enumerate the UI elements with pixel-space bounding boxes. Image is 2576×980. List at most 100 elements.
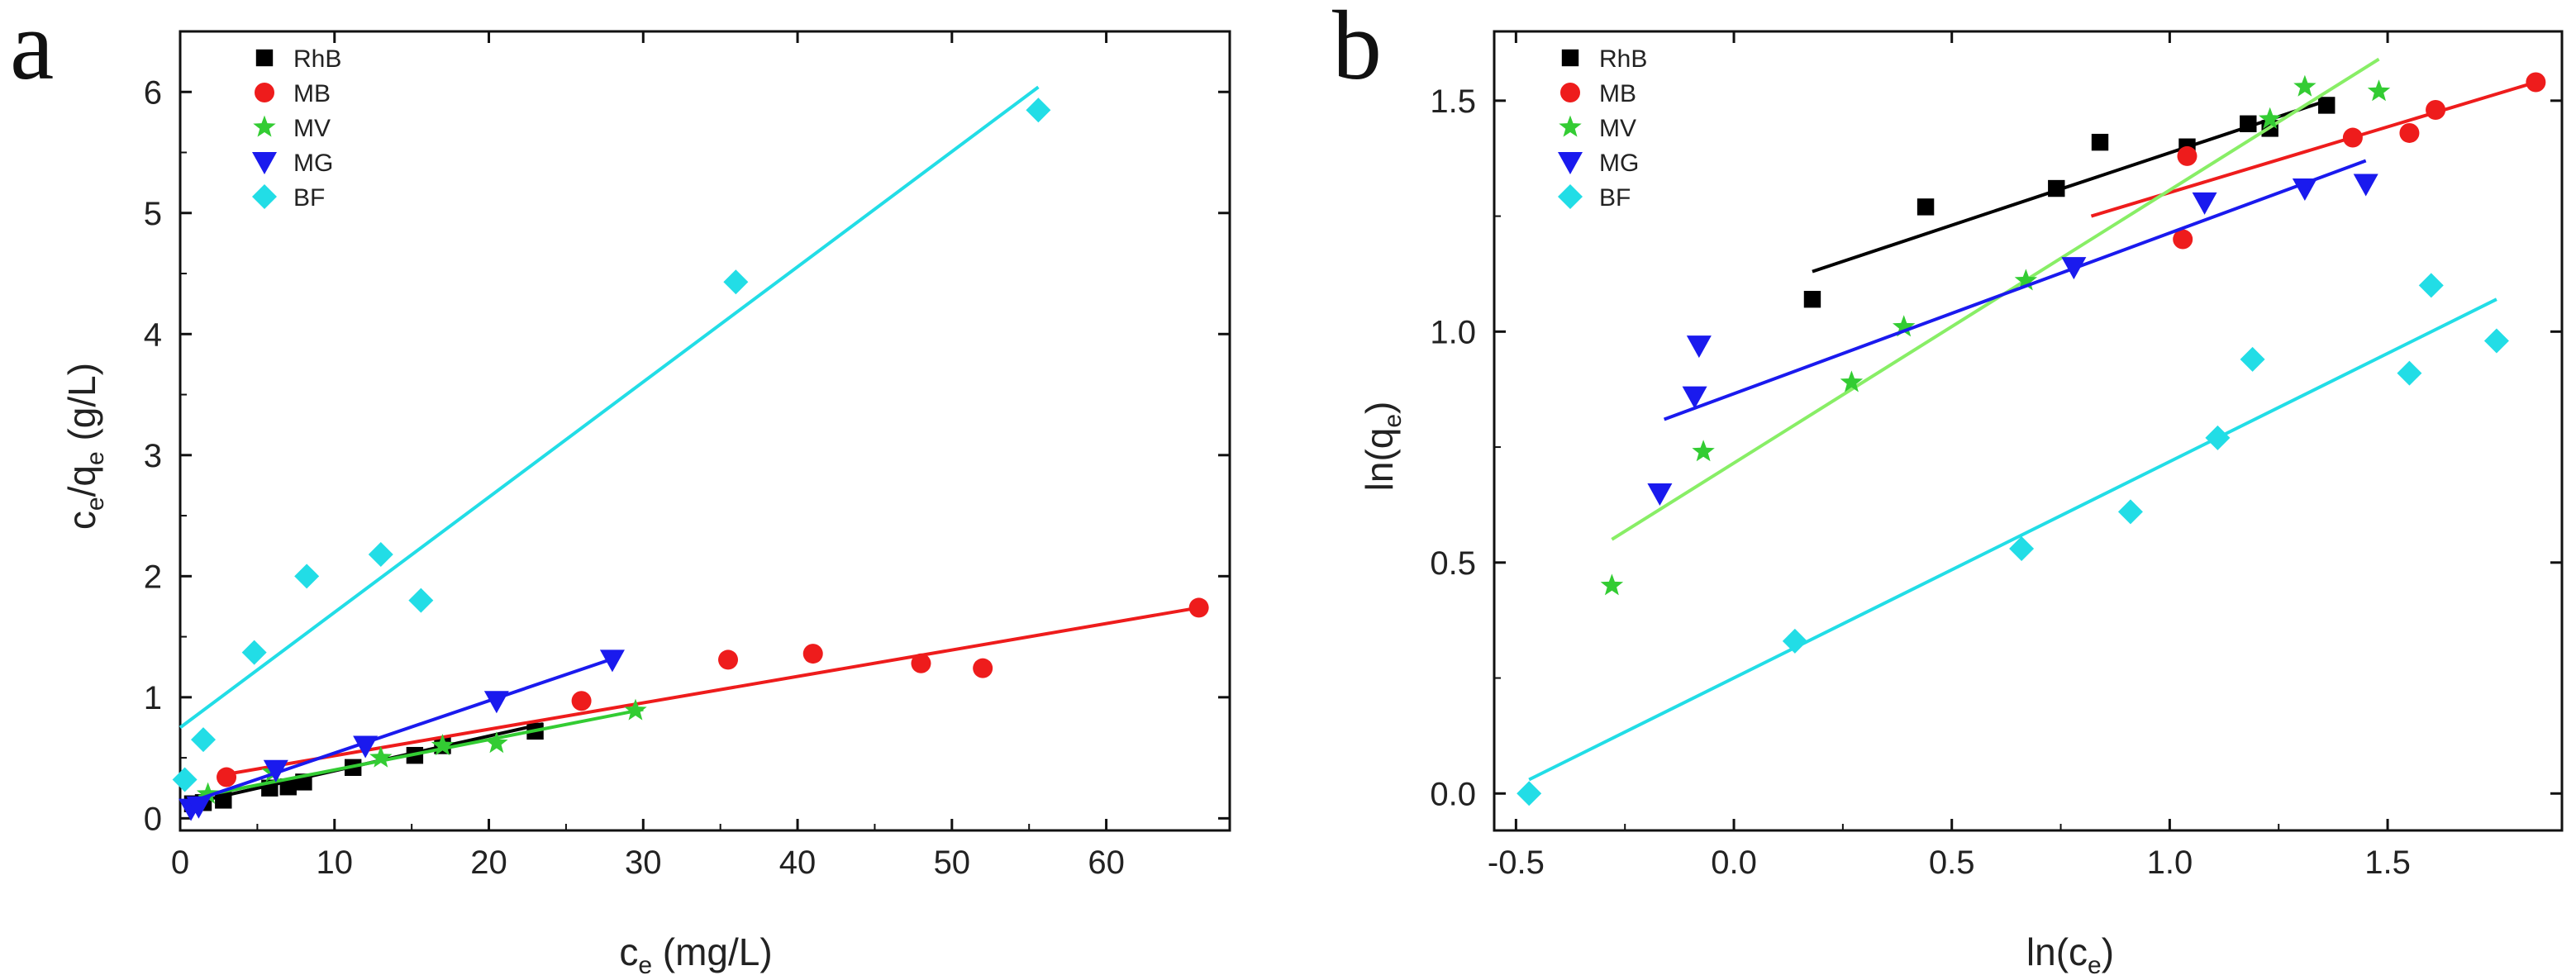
- panel-a-x-label-main: c: [619, 930, 638, 973]
- panel-a-point-mg: [186, 796, 212, 819]
- panel-b-y-axis-label: ln(qe): [1358, 402, 1407, 492]
- panel-b-point-mb: [2173, 229, 2193, 250]
- panel-b-point-rhb: [1803, 290, 1821, 308]
- panel-b-legend-label-rhb: RhB: [1599, 45, 1647, 73]
- panel-a-point-mv: [624, 698, 647, 721]
- panel-a-legend-label-rhb: RhB: [293, 45, 341, 73]
- panel-b-y-label-p2: ): [1358, 402, 1401, 414]
- panel-a-letter: a: [10, 0, 54, 100]
- panel-b-legend-marker-bf: [1558, 184, 1583, 209]
- panel-b-legend-label-mb: MB: [1599, 80, 1636, 107]
- panel-b-x-tick-label: 0.0: [1711, 844, 1757, 881]
- panel-a-y-tick-label: 4: [144, 316, 162, 353]
- panel-b-point-mb: [2177, 145, 2197, 166]
- panel-a-legend-marker-mb: [255, 83, 274, 102]
- panel-b-point-mb: [2426, 100, 2446, 121]
- panel-b-point-rhb: [2048, 179, 2065, 197]
- panel-a-legend-label-mv: MV: [293, 115, 331, 142]
- panel-a-series-bf: [172, 85, 1051, 792]
- panel-a-point-mg: [263, 759, 288, 783]
- panel-a-y-tick-label: 0: [144, 801, 162, 837]
- panel-a-point-mb: [802, 644, 823, 664]
- panel-a-point-mg: [483, 691, 509, 714]
- panel-b-isotherm-freundlich: b -0.5 0.0 0.5 1.0 1.5 0.0 0.5 1.0 1.5 RhB MB MV MG B…: [1332, 0, 2564, 979]
- panel-b-point-rhb: [2318, 97, 2336, 114]
- panel-a-plot-frame: [179, 30, 1231, 832]
- panel-a-point-mg: [599, 649, 625, 673]
- panel-b-x-tick-label: 0.5: [1929, 844, 1975, 881]
- panel-b-legend-marker-mv: [1559, 115, 1582, 137]
- panel-a-point-mb: [718, 649, 739, 670]
- panel-b-point-bf: [1782, 628, 1807, 654]
- panel-b-point-mb: [2399, 122, 2420, 143]
- panel-b-fit-line-mg: [1663, 159, 2367, 421]
- panel-b-point-mv: [1600, 573, 1624, 596]
- panel-a-plot: 0 10 20 30 40 50 60 0 1 2 3 4 5 6 RhB MB MV MG BF: [144, 30, 1231, 881]
- panel-a-point-mv: [196, 782, 220, 804]
- panel-a-y-tick-label: 3: [144, 438, 162, 474]
- panel-b-x-label-p2: ): [2102, 930, 2114, 973]
- panel-a-legend: RhB MB MV MG BF: [252, 45, 341, 212]
- panel-b-y-tick-label: 0.0: [1430, 776, 1476, 812]
- panel-b-legend-label-mv: MV: [1599, 115, 1636, 142]
- panel-a-y-label-p1: c: [60, 511, 103, 530]
- panel-b-point-mg: [1647, 483, 1673, 506]
- panel-b-point-mv: [1692, 440, 1715, 462]
- panel-b-point-mv: [1840, 370, 1864, 392]
- panel-a-x-tick-label: 40: [779, 844, 817, 881]
- panel-b-y-tick-label: 0.5: [1430, 545, 1476, 582]
- panel-a-point-bf: [241, 640, 267, 665]
- panel-b-letter: b: [1332, 0, 1382, 100]
- panel-b-x-tick-label: -0.5: [1488, 844, 1545, 881]
- panel-b-x-tick-label: 1.5: [2364, 844, 2411, 881]
- panel-a-fit-line-bf: [179, 85, 1040, 730]
- panel-b-point-bf: [2483, 328, 2509, 354]
- panel-b-plot-frame: [1493, 30, 2564, 832]
- panel-b-point-mg: [1682, 386, 1707, 409]
- panel-a-fit-line-mv: [198, 707, 644, 798]
- panel-a-legend-marker-mg: [252, 152, 277, 174]
- panel-a-x-tick-label: 20: [470, 844, 507, 881]
- panel-a-y-tick-label: 6: [144, 74, 162, 111]
- panel-b-point-mv: [2367, 79, 2391, 102]
- panel-a-point-mb: [973, 658, 993, 678]
- panel-a-x-axis-label: ce (mg/L): [619, 930, 772, 979]
- panel-b-point-mv: [2014, 269, 2038, 291]
- panel-a-point-bf: [172, 767, 198, 792]
- panel-a-fit-line-mb: [222, 606, 1199, 777]
- panel-b-point-mg: [2292, 178, 2317, 202]
- panel-a-point-bf: [294, 564, 320, 589]
- panel-a-point-bf: [368, 541, 393, 567]
- panel-b-point-bf: [2205, 425, 2231, 450]
- panel-a-legend-label-bf: BF: [293, 184, 325, 212]
- panel-b-y-tick-label: 1.5: [1430, 83, 1476, 120]
- panel-a-x-tick-label: 0: [171, 844, 189, 881]
- panel-b-point-bf: [2418, 273, 2444, 298]
- panel-a-point-bf: [191, 727, 217, 753]
- panel-a-y-label-s2: e: [82, 451, 109, 465]
- panel-a-y-axis-label: ce/qe (g/L): [60, 363, 109, 530]
- panel-b-point-mb: [2342, 127, 2363, 148]
- panel-b-point-bf: [2009, 536, 2035, 562]
- panel-b-point-rhb: [2240, 115, 2257, 132]
- panel-a-legend-marker-rhb: [255, 49, 274, 67]
- panel-b-point-mv: [1893, 315, 1916, 337]
- panel-a-point-bf: [723, 269, 749, 295]
- panel-b-point-rhb: [1917, 198, 1935, 216]
- panel-b-legend-marker-mg: [1558, 152, 1583, 174]
- panel-b-point-bf: [2240, 346, 2265, 372]
- panel-a-point-mb: [911, 653, 931, 673]
- panel-a-point-bf: [408, 588, 434, 613]
- panel-b-legend-label-mg: MG: [1599, 150, 1639, 177]
- panel-b-series-mv: [1600, 57, 2391, 596]
- panel-a-x-tick-label: 50: [934, 844, 971, 881]
- panel-a-legend-marker-bf: [252, 184, 277, 209]
- panel-b-point-mb: [2526, 72, 2546, 93]
- panel-b-point-mg: [2353, 174, 2378, 197]
- panel-a-point-rhb: [279, 778, 297, 796]
- panel-b-x-tick-label: 1.0: [2147, 844, 2193, 881]
- panel-a-series-mg: [179, 649, 625, 821]
- panel-a-point-mb: [1188, 597, 1209, 618]
